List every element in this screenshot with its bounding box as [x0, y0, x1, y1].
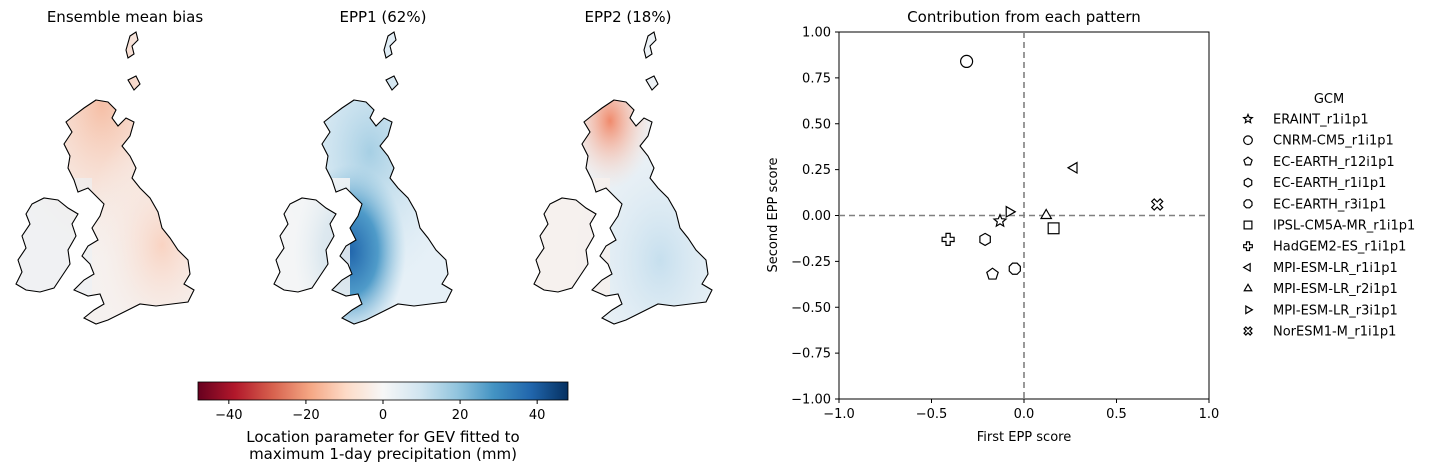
- reference-lines: [839, 32, 1209, 399]
- y-axis-ticks: 1.00 0.75 0.50 0.25 0.00 −0.25 −0.50 −0.75 −1.00: [791, 26, 839, 408]
- y-tick-label: 0.00: [802, 209, 831, 224]
- point-triangle-up-marker: [1039, 208, 1053, 220]
- map-panel-3: EPP2 (18%): [533, 8, 713, 325]
- legend-marker-triangle-left: [1242, 262, 1251, 273]
- legend-marker-hexagon: [1243, 177, 1253, 188]
- legend-marker-octagon: [1243, 199, 1253, 209]
- legend-marker: [1243, 135, 1253, 146]
- legend-marker-pentagon: [1243, 156, 1253, 166]
- legend-label: IPSL-CM5A-MR_r1i1p1: [1273, 219, 1415, 234]
- point-plus: [941, 232, 955, 246]
- legend-marker: [1243, 326, 1253, 336]
- legend-marker-triangle-up: [1243, 283, 1253, 292]
- point-circle-marker: [959, 54, 974, 69]
- legend-label: MPI-ESM-LR_r3i1p1: [1273, 303, 1398, 318]
- point-square-marker: [1047, 222, 1060, 235]
- x-tick-label: −0.5: [916, 407, 948, 422]
- colorbar-tick-label: 0: [379, 408, 387, 423]
- map-title-2: EPP1 (62%): [340, 8, 427, 26]
- point-hexagon: [979, 232, 991, 247]
- point-square: [1047, 222, 1060, 235]
- legend-marker: [1242, 112, 1254, 124]
- point-star-marker: [992, 213, 1008, 228]
- legend: GCM ERAINT_r1i1p1 CNRM-CM5_r1i1p1 EC-EARTH…: [1242, 92, 1415, 340]
- y-tick-label: 0.75: [802, 71, 831, 86]
- y-tick-label: 0.50: [802, 117, 831, 132]
- legend-label: HadGEM2-ES_r1i1p1: [1273, 240, 1406, 255]
- y-tick-label: −0.75: [791, 347, 831, 362]
- point-octagon-marker: [1008, 262, 1021, 275]
- legend-marker: [1243, 220, 1253, 230]
- colorbar-ticks: −40 −20 0 20 40: [215, 400, 545, 423]
- colorbar-label-line1: Location parameter for GEV fitted to: [246, 428, 519, 446]
- point-x-marker: [1150, 198, 1164, 211]
- legend-marker: [1243, 283, 1253, 292]
- legend-title: GCM: [1314, 92, 1344, 107]
- legend-label: ERAINT_r1i1p1: [1273, 113, 1369, 128]
- x-tick-label: 1.0: [1199, 407, 1220, 422]
- legend-label: MPI-ESM-LR_r1i1p1: [1273, 261, 1398, 276]
- point-hexagon-marker: [979, 232, 991, 247]
- legend-items: ERAINT_r1i1p1 CNRM-CM5_r1i1p1 EC-EARTH_r12…: [1242, 112, 1415, 340]
- map-title-1: Ensemble mean bias: [47, 8, 204, 26]
- colorbar-tick-label: 20: [452, 408, 469, 423]
- legend-marker: [1243, 156, 1253, 166]
- legend-label: EC-EARTH_r1i1p1: [1273, 176, 1386, 191]
- y-axis-label: Second EPP score: [766, 158, 781, 273]
- legend-label: EC-EARTH_r3i1p1: [1273, 197, 1386, 212]
- legend-marker: [1245, 305, 1254, 315]
- point-pentagon: [986, 267, 999, 280]
- legend-marker: [1243, 241, 1253, 252]
- colorbar-tick-label: −20: [292, 408, 319, 423]
- x-axis-ticks: −1.0 −0.5 0.0 0.5 1.0: [823, 399, 1219, 422]
- y-tick-label: −0.50: [791, 301, 831, 316]
- scatter-panel: Contribution from each pattern −1.0 −0.5 0…: [766, 8, 1219, 445]
- point-plus-marker: [941, 232, 955, 246]
- point-triangle-up: [1039, 208, 1053, 220]
- map-panel-1: Ensemble mean bias: [15, 8, 204, 325]
- legend-label: MPI-ESM-LR_r2i1p1: [1273, 282, 1398, 297]
- point-circle: [959, 54, 974, 69]
- y-tick-label: 0.25: [802, 163, 831, 178]
- legend-label: CNRM-CM5_r1i1p1: [1273, 134, 1394, 149]
- point-triangle-right-marker: [1005, 205, 1017, 219]
- point-x: [1150, 198, 1164, 211]
- map-title-3: EPP2 (18%): [585, 8, 672, 26]
- legend-marker-triangle-right: [1245, 305, 1254, 315]
- colorbar-tick-label: 40: [529, 408, 546, 423]
- colorbar-tick-label: −40: [215, 408, 242, 423]
- x-tick-label: 0.5: [1106, 407, 1127, 422]
- legend-marker-star: [1242, 112, 1254, 124]
- legend-marker: [1243, 199, 1253, 209]
- legend-label: EC-EARTH_r12i1p1: [1273, 155, 1395, 170]
- colorbar: −40 −20 0 20 40 Location parameter for GEV f…: [197, 381, 569, 463]
- legend-marker-x: [1243, 326, 1253, 336]
- map-panel-2: EPP1 (62%): [273, 8, 453, 325]
- y-tick-label: −0.25: [791, 255, 831, 270]
- scatter-points: [941, 54, 1164, 280]
- colorbar-label-line2: maximum 1-day precipitation (mm): [249, 445, 517, 463]
- y-tick-label: −1.00: [791, 393, 831, 408]
- y-tick-label: 1.00: [802, 26, 831, 41]
- x-axis-label: First EPP score: [977, 430, 1071, 445]
- legend-label: NorESM1-M_r1i1p1: [1273, 325, 1396, 340]
- legend-marker: [1242, 262, 1251, 273]
- x-tick-label: −1.0: [823, 407, 855, 422]
- point-triangle-right: [1005, 205, 1017, 219]
- point-star: [992, 213, 1008, 228]
- colorbar-gradient: [197, 381, 569, 401]
- point-triangle-left: [1066, 161, 1078, 175]
- point-triangle-left-marker: [1066, 161, 1078, 175]
- point-pentagon-marker: [986, 267, 999, 280]
- legend-marker: [1243, 177, 1253, 188]
- legend-marker-circle: [1243, 135, 1253, 146]
- x-tick-label: 0.0: [1014, 407, 1035, 422]
- legend-marker-plus: [1243, 241, 1253, 252]
- chart-title: Contribution from each pattern: [907, 8, 1141, 26]
- point-octagon: [1008, 262, 1021, 275]
- legend-marker-square: [1243, 220, 1253, 230]
